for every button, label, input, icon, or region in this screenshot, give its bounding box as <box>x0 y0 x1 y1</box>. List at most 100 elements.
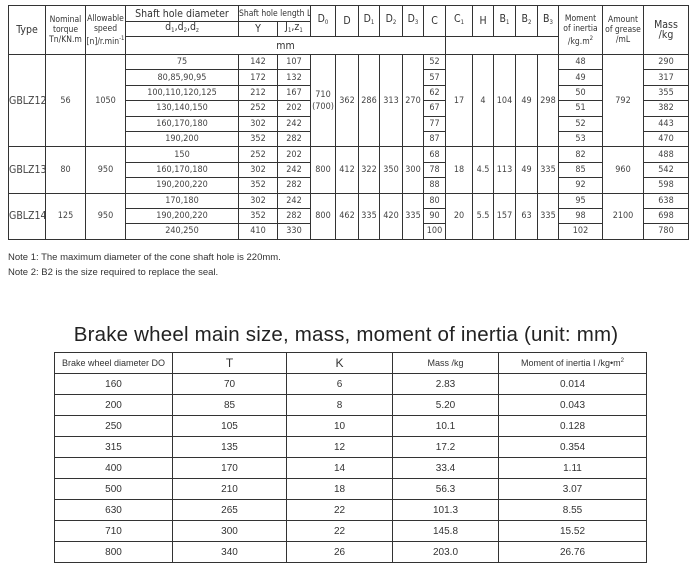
d1-cell: 335 <box>358 192 380 240</box>
mass-cell: 443 <box>643 115 689 132</box>
type-cell: GBLZ14 <box>8 192 46 240</box>
y-cell: 352 <box>238 177 278 194</box>
moment-of-inertia-cell: 95 <box>558 192 603 209</box>
h-cell: 4.5 <box>472 146 494 194</box>
diameter-cell: 500 <box>54 478 173 500</box>
shaft-diameter-cell: 160,170,180 <box>125 115 239 132</box>
mass-cell: 470 <box>643 130 689 148</box>
header-amount-of-grease: Amount of grease/mL <box>602 5 644 55</box>
shaft-diameter-cell: 240,250 <box>125 223 239 240</box>
table-row: 80,85,90,95 172 132 57 49 317 <box>9 69 689 86</box>
c-cell: 52 <box>423 53 446 71</box>
c-cell: 77 <box>423 115 446 132</box>
speed-cell: 950 <box>85 146 126 194</box>
j1-z1-cell: 282 <box>277 207 311 225</box>
header-b1: B1 <box>493 5 516 37</box>
k-cell: 14 <box>286 457 393 479</box>
speed-cell: 1050 <box>85 53 126 148</box>
header-mass: Mass /kg <box>392 352 499 374</box>
moment-of-inertia-cell: 0.043 <box>498 394 647 416</box>
table-row: GBLZ13 80 950 150 252 202 800 412 322 350 300 68 18 4… <box>8 146 689 194</box>
torque-cell: 56 <box>45 53 86 148</box>
j1-z1-cell: 202 <box>277 146 311 163</box>
b2-cell: 63 <box>515 192 538 240</box>
y-cell: 142 <box>238 53 278 71</box>
t-cell: 85 <box>172 394 287 416</box>
header-b2: B2 <box>515 5 538 37</box>
mass-cell: 290 <box>643 53 689 71</box>
header-d1-d2-dz: d1,d2,dz <box>125 21 239 37</box>
table-row: 190,200,220 352 282 90 98 698 <box>9 207 689 225</box>
shaft-diameter-cell: 190,200,220 <box>125 177 239 194</box>
moment-of-inertia-cell: 49 <box>558 69 603 86</box>
y-cell: 302 <box>238 192 278 209</box>
t-cell: 70 <box>172 373 287 395</box>
brake-wheel-title: Brake wheel main size, mass, moment of i… <box>73 323 619 346</box>
k-cell: 22 <box>286 499 393 521</box>
mass-cell: 33.4 <box>392 457 499 479</box>
j1-z1-cell: 282 <box>277 177 311 194</box>
diameter-cell: 710 <box>54 520 173 542</box>
c-cell: 68 <box>423 146 446 163</box>
c-cell: 78 <box>423 161 446 179</box>
d2-cell: 420 <box>379 192 403 240</box>
moment-of-inertia-cell: 48 <box>558 53 603 71</box>
b1-cell: 157 <box>493 192 516 240</box>
c1-cell: 17 <box>445 53 473 148</box>
header-nominal-torque: Nominal torque Tn/KN.m <box>45 5 86 55</box>
torque-cell: 80 <box>45 146 86 194</box>
j1-z1-cell: 167 <box>277 84 311 102</box>
t-cell: 210 <box>172 478 287 500</box>
b1-cell: 113 <box>493 146 516 194</box>
k-cell: 12 <box>286 436 393 458</box>
header-brake-wheel-diameter: Brake wheel diameter DO <box>54 352 173 374</box>
table-row: 190,200 352 282 87 53 470 <box>9 130 689 148</box>
table-row: 500 210 18 56.3 3.07 <box>54 478 647 500</box>
c-cell: 87 <box>423 130 446 148</box>
notes: Note 1: The maximum diameter of the cone… <box>8 250 281 280</box>
j1-z1-cell: 202 <box>277 100 311 117</box>
t-cell: 170 <box>172 457 287 479</box>
y-cell: 352 <box>238 130 278 148</box>
t-cell: 300 <box>172 520 287 542</box>
mass-cell: 317 <box>643 69 689 86</box>
y-cell: 302 <box>238 161 278 179</box>
grease-cell: 960 <box>602 146 644 194</box>
brake-wheel-table: Brake wheel diameter DO T K Mass /kg Mom… <box>54 352 647 563</box>
header-unit-mm: mm <box>125 36 446 55</box>
header-y: Y <box>238 21 278 37</box>
moment-of-inertia-cell: 3.07 <box>498 478 647 500</box>
table-row: 100,110,120,125 212 167 62 50 355 <box>9 84 689 102</box>
j1-z1-cell: 242 <box>277 192 311 209</box>
header-d3: D3 <box>402 5 424 37</box>
shaft-diameter-cell: 190,200 <box>125 130 239 148</box>
shaft-diameter-cell: 150 <box>125 146 239 163</box>
moment-of-inertia-cell: 51 <box>558 100 603 117</box>
mass-cell: 101.3 <box>392 499 499 521</box>
header-mass: Mass/kg <box>643 5 689 55</box>
header-t: T <box>172 352 287 374</box>
shaft-diameter-cell: 170,180 <box>125 192 239 209</box>
k-cell: 8 <box>286 394 393 416</box>
mass-cell: 638 <box>643 192 689 209</box>
diameter-cell: 630 <box>54 499 173 521</box>
b3-cell: 335 <box>537 146 559 194</box>
y-cell: 302 <box>238 115 278 132</box>
j1-z1-cell: 282 <box>277 130 311 148</box>
table-row: 710 300 22 145.8 15.52 <box>54 520 647 542</box>
table-row: 130,140,150 252 202 67 51 382 <box>9 100 689 117</box>
type-cell: GBLZ13 <box>8 146 46 194</box>
c-cell: 67 <box>423 100 446 117</box>
header-k: K <box>286 352 393 374</box>
mass-cell: 698 <box>643 207 689 225</box>
moment-of-inertia-cell: 0.128 <box>498 415 647 437</box>
header-shaft-hole-length: Shaft hole length L <box>238 5 311 22</box>
mass-cell: 145.8 <box>392 520 499 542</box>
y-cell: 352 <box>238 207 278 225</box>
h-cell: 5.5 <box>472 192 494 240</box>
header-moment-of-inertia: Moment of inertia I /kg•m2 <box>498 352 647 374</box>
d-cell: 362 <box>335 53 359 148</box>
t-cell: 135 <box>172 436 287 458</box>
mass-cell: 488 <box>643 146 689 163</box>
b1-cell: 104 <box>493 53 516 148</box>
